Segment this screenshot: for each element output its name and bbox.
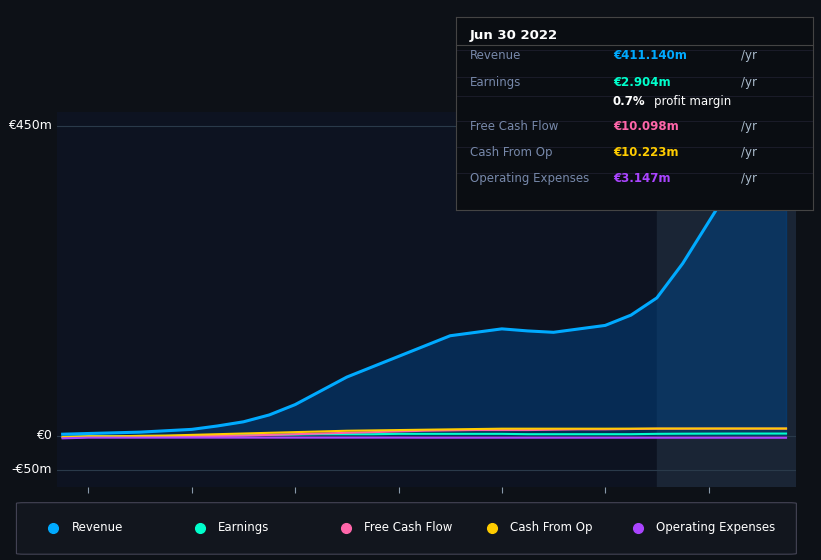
Text: Jun 30 2022: Jun 30 2022 [470,29,558,43]
Bar [657,112,796,487]
Text: €10.223m: €10.223m [612,146,678,159]
Text: Operating Expenses: Operating Expenses [470,172,589,185]
Text: /yr: /yr [741,49,757,62]
Text: Revenue: Revenue [470,49,521,62]
Text: /yr: /yr [741,76,757,88]
Text: Earnings: Earnings [218,521,269,534]
Text: Free Cash Flow: Free Cash Flow [470,120,558,133]
Text: /yr: /yr [741,172,757,185]
Text: €450m: €450m [8,119,53,132]
Text: €3.147m: €3.147m [612,172,670,185]
Text: €0: €0 [36,429,53,442]
Text: /yr: /yr [741,146,757,159]
Text: 0.7%: 0.7% [612,95,645,108]
FancyBboxPatch shape [16,503,796,554]
Text: Earnings: Earnings [470,76,521,88]
Text: Cash From Op: Cash From Op [510,521,592,534]
Text: €2.904m: €2.904m [612,76,671,88]
Text: Revenue: Revenue [71,521,123,534]
Text: profit margin: profit margin [654,95,732,108]
Text: Cash From Op: Cash From Op [470,146,553,159]
Text: -€50m: -€50m [11,464,53,477]
Text: Free Cash Flow: Free Cash Flow [364,521,452,534]
Text: /yr: /yr [741,120,757,133]
Text: €10.098m: €10.098m [612,120,678,133]
Text: Operating Expenses: Operating Expenses [656,521,775,534]
Text: €411.140m: €411.140m [612,49,686,62]
